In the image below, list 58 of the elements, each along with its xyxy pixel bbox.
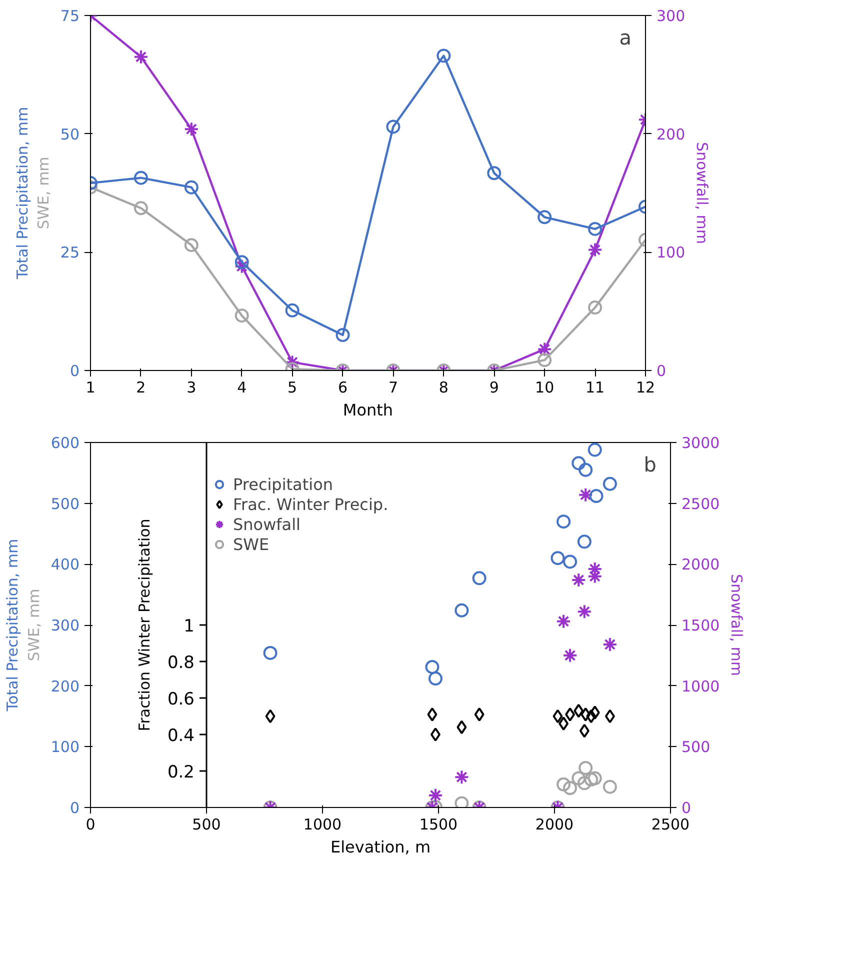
y-tick-label: 100 [50, 738, 80, 756]
y-tick-label: 200 [50, 677, 80, 696]
y3-tick-label: 0.8 [167, 653, 195, 673]
y2-tick-label: 0 [682, 799, 692, 817]
y-tick-label: 50 [60, 125, 80, 144]
x-tick-label: 3 [186, 378, 196, 396]
y-tick-label: 600 [50, 434, 80, 452]
x-tick-label: 11 [586, 378, 605, 396]
legend-label: SWE [233, 534, 270, 554]
x-tick-label: 12 [636, 378, 656, 396]
y2-tick-label: 200 [656, 125, 686, 144]
annotation: a [619, 26, 632, 50]
y2-tick-label: 100 [656, 244, 686, 262]
x-tick-label: 1500 [419, 816, 458, 834]
x-tick-label: 0 [86, 816, 96, 834]
y-tick-label: 0 [70, 362, 80, 380]
y3-axis-title: Fraction Winter Precipitation [136, 518, 154, 732]
y-tick-label: 75 [60, 7, 80, 25]
y-tick-label: 400 [50, 556, 80, 574]
y2-tick-label: 0 [656, 362, 666, 380]
y-tick-label: 0 [70, 799, 80, 817]
y-tick-label: 300 [50, 616, 80, 634]
legend-label: Precipitation [233, 474, 334, 494]
legend-label: Snowfall [233, 514, 300, 534]
y2-tick-label: 2000 [682, 556, 720, 574]
y2-tick-label: 3000 [682, 434, 720, 452]
x-tick-label: 2 [136, 378, 146, 396]
x-tick-label: 500 [192, 816, 221, 834]
y2-tick-label: 1000 [682, 677, 720, 696]
y3-tick-label: 1 [184, 616, 195, 636]
y3-tick-label: 0.6 [167, 690, 195, 710]
x-tick-label: 2500 [651, 816, 690, 834]
x-tick-label: 9 [489, 378, 499, 396]
y2-tick-label: 2500 [682, 494, 720, 513]
y-tick-label: 25 [60, 244, 80, 262]
x-tick-label: 1000 [303, 816, 342, 834]
y2-tick-label: 300 [656, 7, 686, 25]
x-tick-label: 1 [86, 378, 96, 396]
y2-tick-label: 1500 [682, 616, 720, 634]
x-tick-label: 7 [388, 378, 398, 396]
y2-axis-title: Snowfall, mm [728, 574, 746, 676]
y-tick-label: 500 [50, 494, 80, 513]
x-tick-label: 6 [338, 378, 348, 396]
y-axis-title: SWE, mm Total Precipitation, mm [4, 538, 43, 712]
y2-axis-title: Snowfall, mm [693, 142, 712, 244]
x-tick-label: 10 [535, 378, 554, 396]
x-tick-label: 8 [438, 378, 448, 396]
y3-tick-label: 0.2 [167, 762, 195, 782]
x-tick-label: 4 [237, 378, 247, 396]
x-tick-label: 2000 [535, 816, 574, 834]
legend-label: Frac. Winter Precip. [233, 494, 388, 514]
y2-tick-label: 500 [682, 738, 710, 756]
annotation: b [644, 452, 657, 476]
y-axis-title: SWE, mm Total Precipitation, mm [14, 106, 52, 280]
x-axis-title: Elevation, m [330, 838, 431, 856]
y3-tick-label: 0.4 [167, 726, 195, 746]
x-tick-label: 5 [288, 378, 298, 396]
x-axis-title: Month [342, 400, 394, 420]
